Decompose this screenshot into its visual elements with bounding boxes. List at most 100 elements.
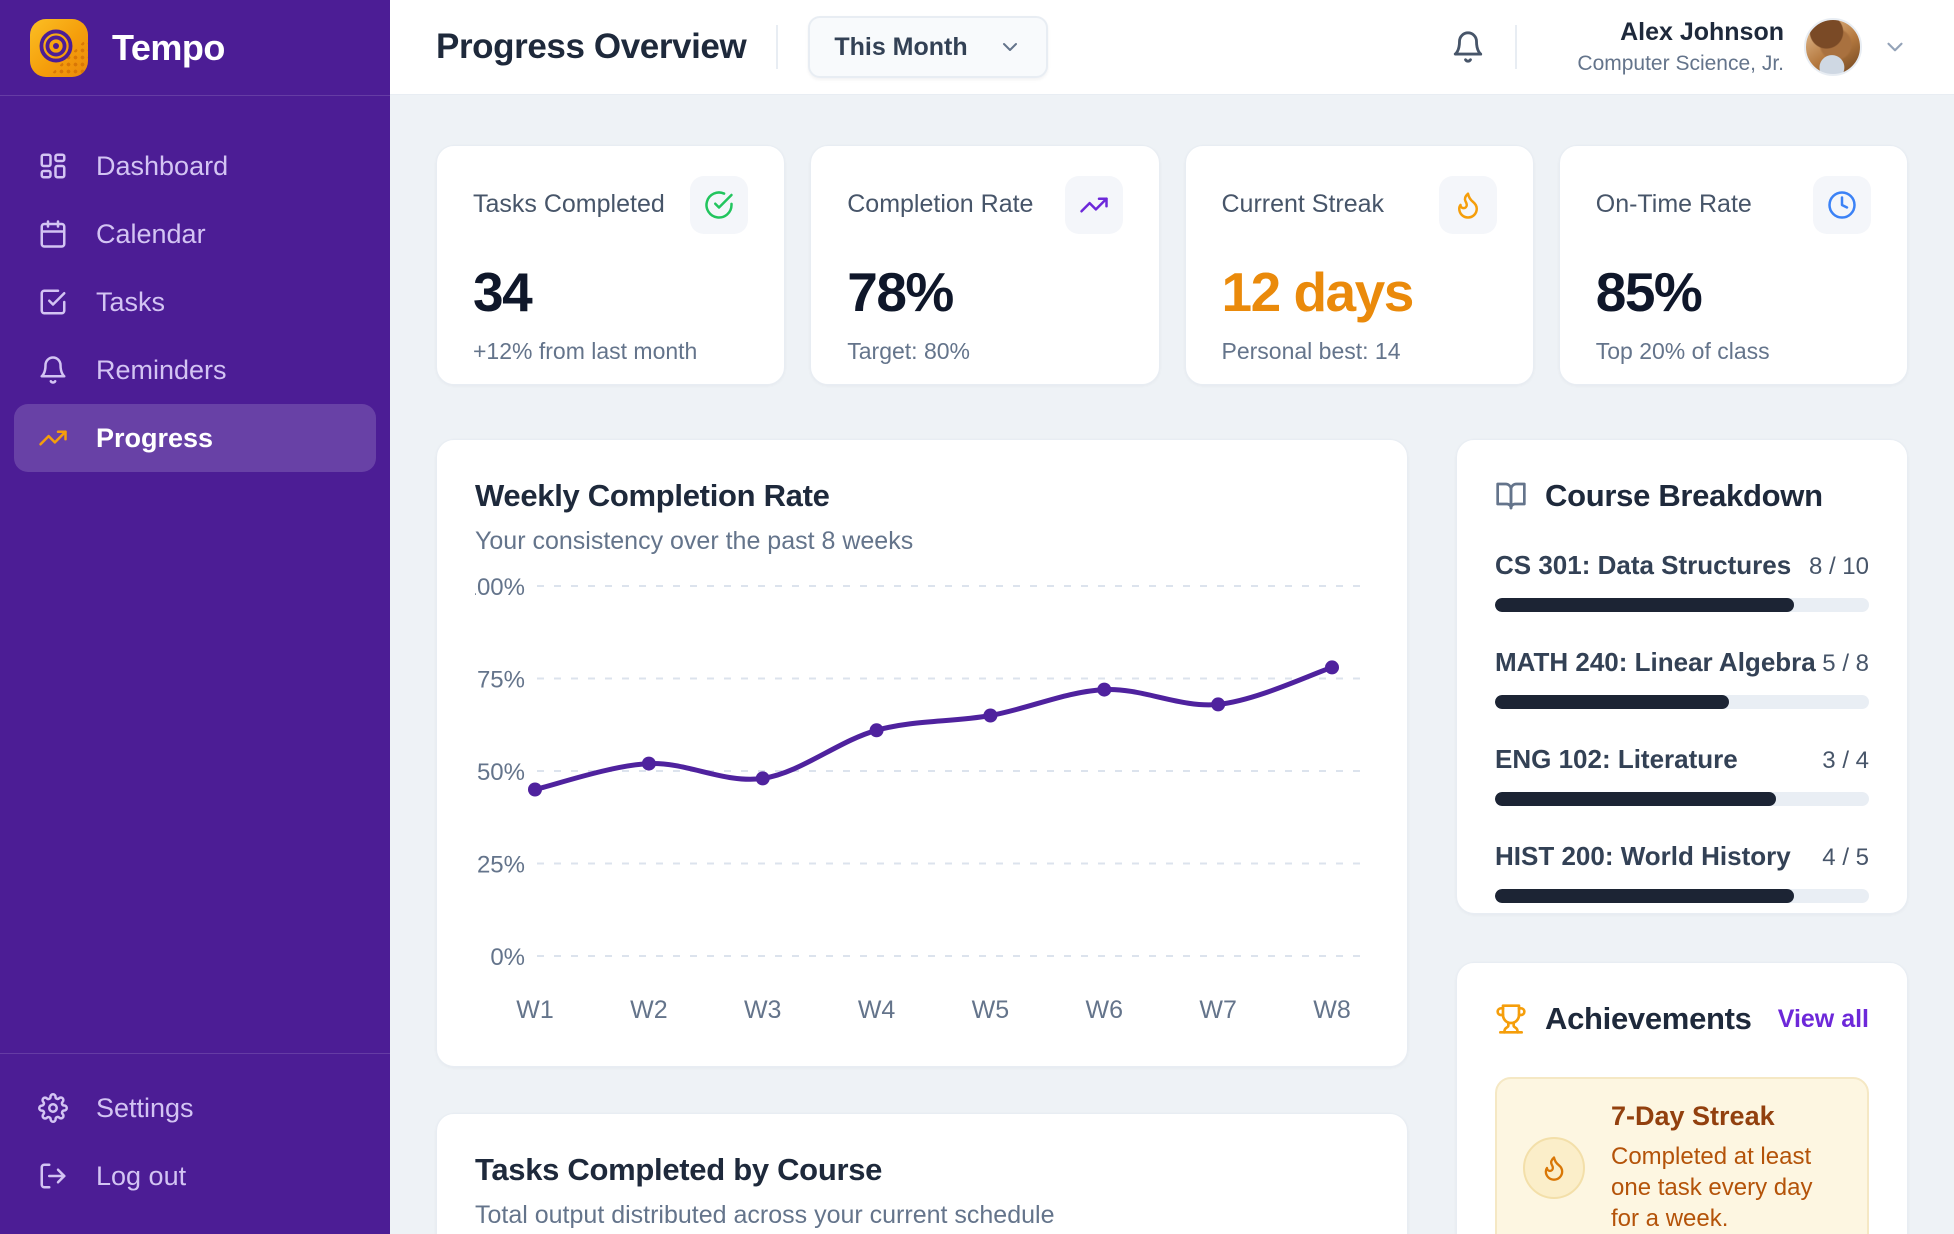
trending-up-icon xyxy=(38,423,68,453)
svg-text:W2: W2 xyxy=(630,996,668,1024)
weekly-completion-card: Weekly Completion Rate Your consistency … xyxy=(436,439,1408,1067)
stat-note: Target: 80% xyxy=(847,338,970,364)
course-row: MATH 240: Linear Algebra 5 / 8 xyxy=(1495,647,1869,709)
user-menu[interactable]: Alex Johnson Computer Science, Jr. xyxy=(1577,18,1908,76)
sidebar-nav: Dashboard Calendar Tasks Reminders Progress xyxy=(0,96,390,472)
achievement-item[interactable]: 7-Day Streak Completed at least one task … xyxy=(1495,1077,1869,1234)
stat-value: 34 xyxy=(473,261,533,323)
course-row: CS 301: Data Structures 8 / 10 xyxy=(1495,550,1869,612)
course-count: 4 / 5 xyxy=(1822,844,1869,871)
course-count: 3 / 4 xyxy=(1822,747,1869,774)
achievement-icon-circle xyxy=(1523,1136,1585,1199)
sidebar-footer: Settings Log out xyxy=(0,1054,390,1234)
course-progress-fill xyxy=(1495,598,1795,612)
trending-up-icon xyxy=(1079,190,1109,220)
sidebar-item-label: Tasks xyxy=(96,286,166,317)
achievements-title: Achievements xyxy=(1545,1001,1752,1036)
stat-note: Top 20% of class xyxy=(1595,338,1770,364)
svg-text:W7: W7 xyxy=(1199,996,1237,1024)
chevron-down-icon xyxy=(998,35,1022,59)
svg-text:W5: W5 xyxy=(972,996,1010,1024)
check-square-icon xyxy=(38,287,68,317)
svg-text:50%: 50% xyxy=(477,759,525,786)
svg-text:W4: W4 xyxy=(858,996,896,1024)
achievement-title: 7-Day Streak xyxy=(1611,1101,1775,1131)
stat-card-top: Completion Rate xyxy=(847,176,1123,234)
tempo-logo-icon xyxy=(30,18,88,77)
course-progress-fill xyxy=(1495,889,1795,903)
title-divider xyxy=(776,25,779,69)
stat-label: Tasks Completed xyxy=(473,190,665,218)
achievement-description: Completed at least one task every day fo… xyxy=(1611,1143,1813,1233)
weekly-completion-chart: 0% 25% 50% 75% 100% W1 W2 W3 W4 W5 W6 W7 W8 xyxy=(475,568,1369,1030)
achievement-list: 7-Day Streak Completed at least one task … xyxy=(1495,1077,1869,1234)
stat-card-top: Tasks Completed xyxy=(473,176,749,234)
stat-icon-box xyxy=(1064,176,1123,234)
period-selector-value: This Month xyxy=(834,32,968,61)
sidebar-divider xyxy=(0,95,390,96)
svg-text:W6: W6 xyxy=(1086,996,1124,1024)
book-open-icon xyxy=(1495,480,1527,512)
stat-icon-box xyxy=(690,176,749,234)
sidebar-item-label: Reminders xyxy=(96,354,227,385)
stat-icon-box xyxy=(1813,176,1871,234)
stat-value: 12 days xyxy=(1221,261,1415,323)
sidebar-footer-divider xyxy=(0,1053,390,1054)
course-list: CS 301: Data Structures 8 / 10 MATH 240: L… xyxy=(1495,550,1869,903)
flame-icon xyxy=(1540,1154,1568,1182)
stat-icon-box xyxy=(1438,176,1497,234)
stat-label: On-Time Rate xyxy=(1595,190,1752,218)
sidebar-item-dashboard[interactable]: Dashboard xyxy=(14,132,376,200)
course-breakdown-header: Course Breakdown xyxy=(1495,478,1869,514)
top-bar: Progress Overview This Month Alex Johnso… xyxy=(390,0,1954,95)
course-name: ENG 102: Literature xyxy=(1495,744,1738,774)
sidebar-item-label: Log out xyxy=(96,1160,187,1191)
course-progress-track xyxy=(1495,889,1869,903)
sidebar-item-progress[interactable]: Progress xyxy=(14,404,376,472)
notifications-bell-icon[interactable] xyxy=(1451,30,1485,64)
chart-subtitle: Your consistency over the past 8 weeks xyxy=(475,527,914,555)
period-selector[interactable]: This Month xyxy=(808,16,1048,78)
calendar-icon xyxy=(38,219,68,249)
view-all-link[interactable]: View all xyxy=(1777,1004,1869,1033)
flame-icon xyxy=(1453,190,1483,220)
app-logo: Tempo xyxy=(0,0,390,95)
gear-icon xyxy=(38,1093,68,1123)
svg-text:W1: W1 xyxy=(516,996,554,1024)
page-title: Progress Overview xyxy=(436,27,747,66)
clock-icon xyxy=(1827,190,1857,220)
stat-label: Completion Rate xyxy=(847,190,1034,218)
user-menu-chevron-down-icon[interactable] xyxy=(1882,34,1908,60)
content-area: Tasks Completed 34 +12% from last month Com… xyxy=(390,95,1954,1234)
course-name: CS 301: Data Structures xyxy=(1495,550,1792,580)
sidebar-item-settings[interactable]: Settings xyxy=(14,1074,376,1142)
avatar[interactable] xyxy=(1804,18,1862,76)
course-name: HIST 200: World History xyxy=(1495,841,1791,871)
stat-label: Current Streak xyxy=(1221,190,1385,218)
sidebar-item-log-out[interactable]: Log out xyxy=(14,1142,376,1210)
stat-note: +12% from last month xyxy=(473,338,698,364)
logout-icon xyxy=(38,1161,68,1191)
course-row: HIST 200: World History 4 / 5 xyxy=(1495,841,1869,903)
stat-card-tasks-completed: Tasks Completed 34 +12% from last month xyxy=(436,145,786,385)
sidebar-item-reminders[interactable]: Reminders xyxy=(14,336,376,404)
svg-text:25%: 25% xyxy=(477,852,525,879)
course-progress-fill xyxy=(1495,792,1776,806)
left-column: Weekly Completion Rate Your consistency … xyxy=(436,439,1408,1234)
sidebar-item-calendar[interactable]: Calendar xyxy=(14,200,376,268)
stat-card-top: On-Time Rate xyxy=(1596,176,1871,234)
course-count: 5 / 8 xyxy=(1822,650,1869,677)
user-name: Alex Johnson xyxy=(1620,18,1784,46)
achievements-card: Achievements View all 7-Day Streak Comple… xyxy=(1456,962,1908,1234)
tasks-by-course-card: Tasks Completed by Course Total output d… xyxy=(436,1113,1408,1234)
tasks-by-course-title: Tasks Completed by Course xyxy=(475,1152,883,1187)
trophy-icon xyxy=(1495,1003,1527,1035)
course-breakdown-card: Course Breakdown CS 301: Data Structures… xyxy=(1456,439,1908,914)
user-info: Alex Johnson Computer Science, Jr. xyxy=(1577,18,1784,76)
svg-text:W8: W8 xyxy=(1313,996,1351,1024)
stat-card-completion-rate: Completion Rate 78% Target: 80% xyxy=(810,145,1160,385)
stats-row: Tasks Completed 34 +12% from last month Com… xyxy=(436,145,1908,385)
svg-text:100%: 100% xyxy=(475,574,525,601)
right-column: Course Breakdown CS 301: Data Structures… xyxy=(1456,439,1908,1234)
sidebar-item-tasks[interactable]: Tasks xyxy=(14,268,376,336)
